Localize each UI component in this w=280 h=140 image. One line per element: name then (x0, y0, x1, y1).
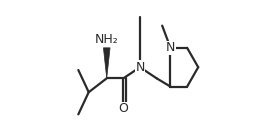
Text: NH₂: NH₂ (95, 33, 119, 46)
Text: O: O (118, 102, 128, 115)
Text: N: N (166, 41, 175, 54)
Text: N: N (135, 61, 145, 74)
Polygon shape (103, 48, 110, 78)
